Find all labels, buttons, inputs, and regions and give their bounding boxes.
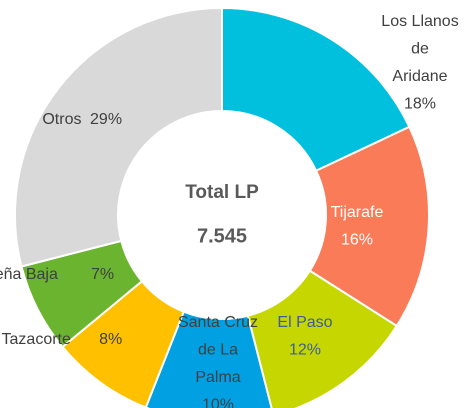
value-label: 29%	[90, 111, 122, 128]
label-line: Breña Baja	[0, 266, 58, 283]
donut-slice	[14, 6, 223, 268]
label-line: El Paso	[277, 314, 332, 331]
label-line: Santa Cruz	[178, 314, 258, 331]
label-line: de La	[198, 342, 238, 359]
label-line: Tijarafe	[331, 204, 384, 221]
donut-slice	[221, 6, 411, 173]
slice-label: Otros	[42, 111, 81, 128]
slice-label: El Paso	[277, 314, 332, 331]
donut-slice	[308, 125, 430, 328]
slice-label: Los Llanos de Aridane	[381, 13, 458, 85]
label-line: Palma	[195, 369, 240, 386]
label-line: Aridane	[392, 68, 447, 85]
slice-label: Santa Cruz de La Palma	[178, 314, 258, 386]
value-label: 18%	[404, 96, 436, 113]
center-value: 7.545	[197, 225, 247, 247]
label-line: Tazacorte	[2, 331, 71, 348]
donut-slice	[246, 269, 399, 408]
value-label: 16%	[341, 232, 373, 249]
label-line: Otros	[42, 111, 81, 128]
label-line: Los Llanos	[381, 13, 458, 30]
slice-label: Tijarafe	[331, 204, 384, 221]
value-label: 12%	[289, 342, 321, 359]
value-label: 8%	[99, 331, 122, 348]
value-label: 7%	[91, 266, 114, 283]
center-title: Total LP	[185, 182, 259, 203]
value-label: 10%	[202, 397, 234, 408]
slice-label: Tazacorte	[2, 331, 71, 348]
label-line: de	[411, 41, 429, 58]
slice-label: Breña Baja	[0, 266, 58, 283]
